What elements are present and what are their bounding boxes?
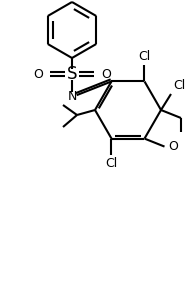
Text: S: S [67,65,77,83]
Text: O: O [101,67,111,81]
Text: Cl: Cl [105,157,118,170]
Text: Cl: Cl [173,79,185,92]
Text: O: O [169,140,178,153]
Text: N: N [67,91,77,103]
Text: O: O [33,67,43,81]
Text: Cl: Cl [138,51,151,63]
